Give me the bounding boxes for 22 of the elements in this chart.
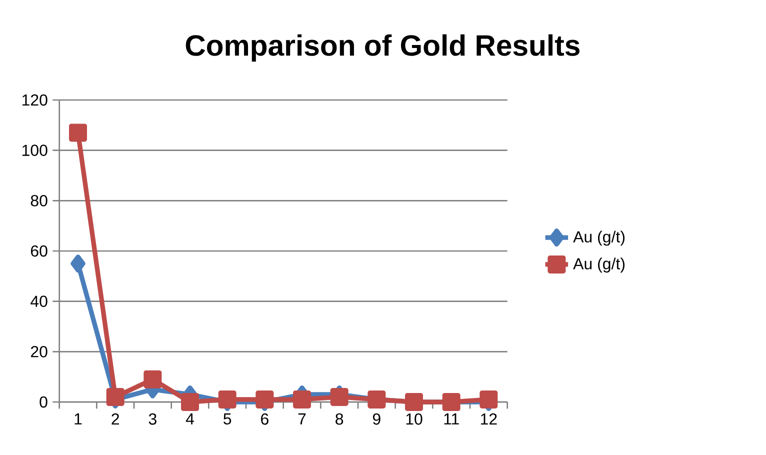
- chart-title: Comparison of Gold Results: [186, 34, 580, 62]
- y-tick-label: 0: [40, 396, 48, 408]
- x-tick-label: 8: [336, 413, 344, 425]
- x-tick-label: 2: [112, 413, 119, 425]
- x-tick-label: 9: [372, 413, 380, 425]
- y-tick-label: 40: [30, 296, 48, 307]
- x-tick-label: 3: [148, 413, 156, 425]
- y-tick-label: 60: [30, 245, 48, 257]
- x-tick-label: 12: [480, 413, 497, 425]
- x-tick-label: 6: [261, 413, 268, 425]
- y-tick-label: 80: [30, 195, 48, 206]
- x-tick-label: 5: [224, 413, 232, 425]
- y-tick-label: 100: [22, 144, 48, 156]
- x-tick-label: 1: [74, 413, 82, 424]
- x-tick-label: 7: [298, 413, 306, 424]
- legend-label: Au (g/t): [573, 230, 625, 246]
- x-tick-label: 10: [406, 413, 422, 425]
- x-tick-label: 11: [444, 413, 459, 424]
- y-tick-label: 20: [30, 346, 48, 358]
- y-tick-label: 120: [22, 94, 48, 106]
- x-tick-label: 4: [186, 413, 194, 424]
- legend-label: Au (g/t): [573, 258, 625, 273]
